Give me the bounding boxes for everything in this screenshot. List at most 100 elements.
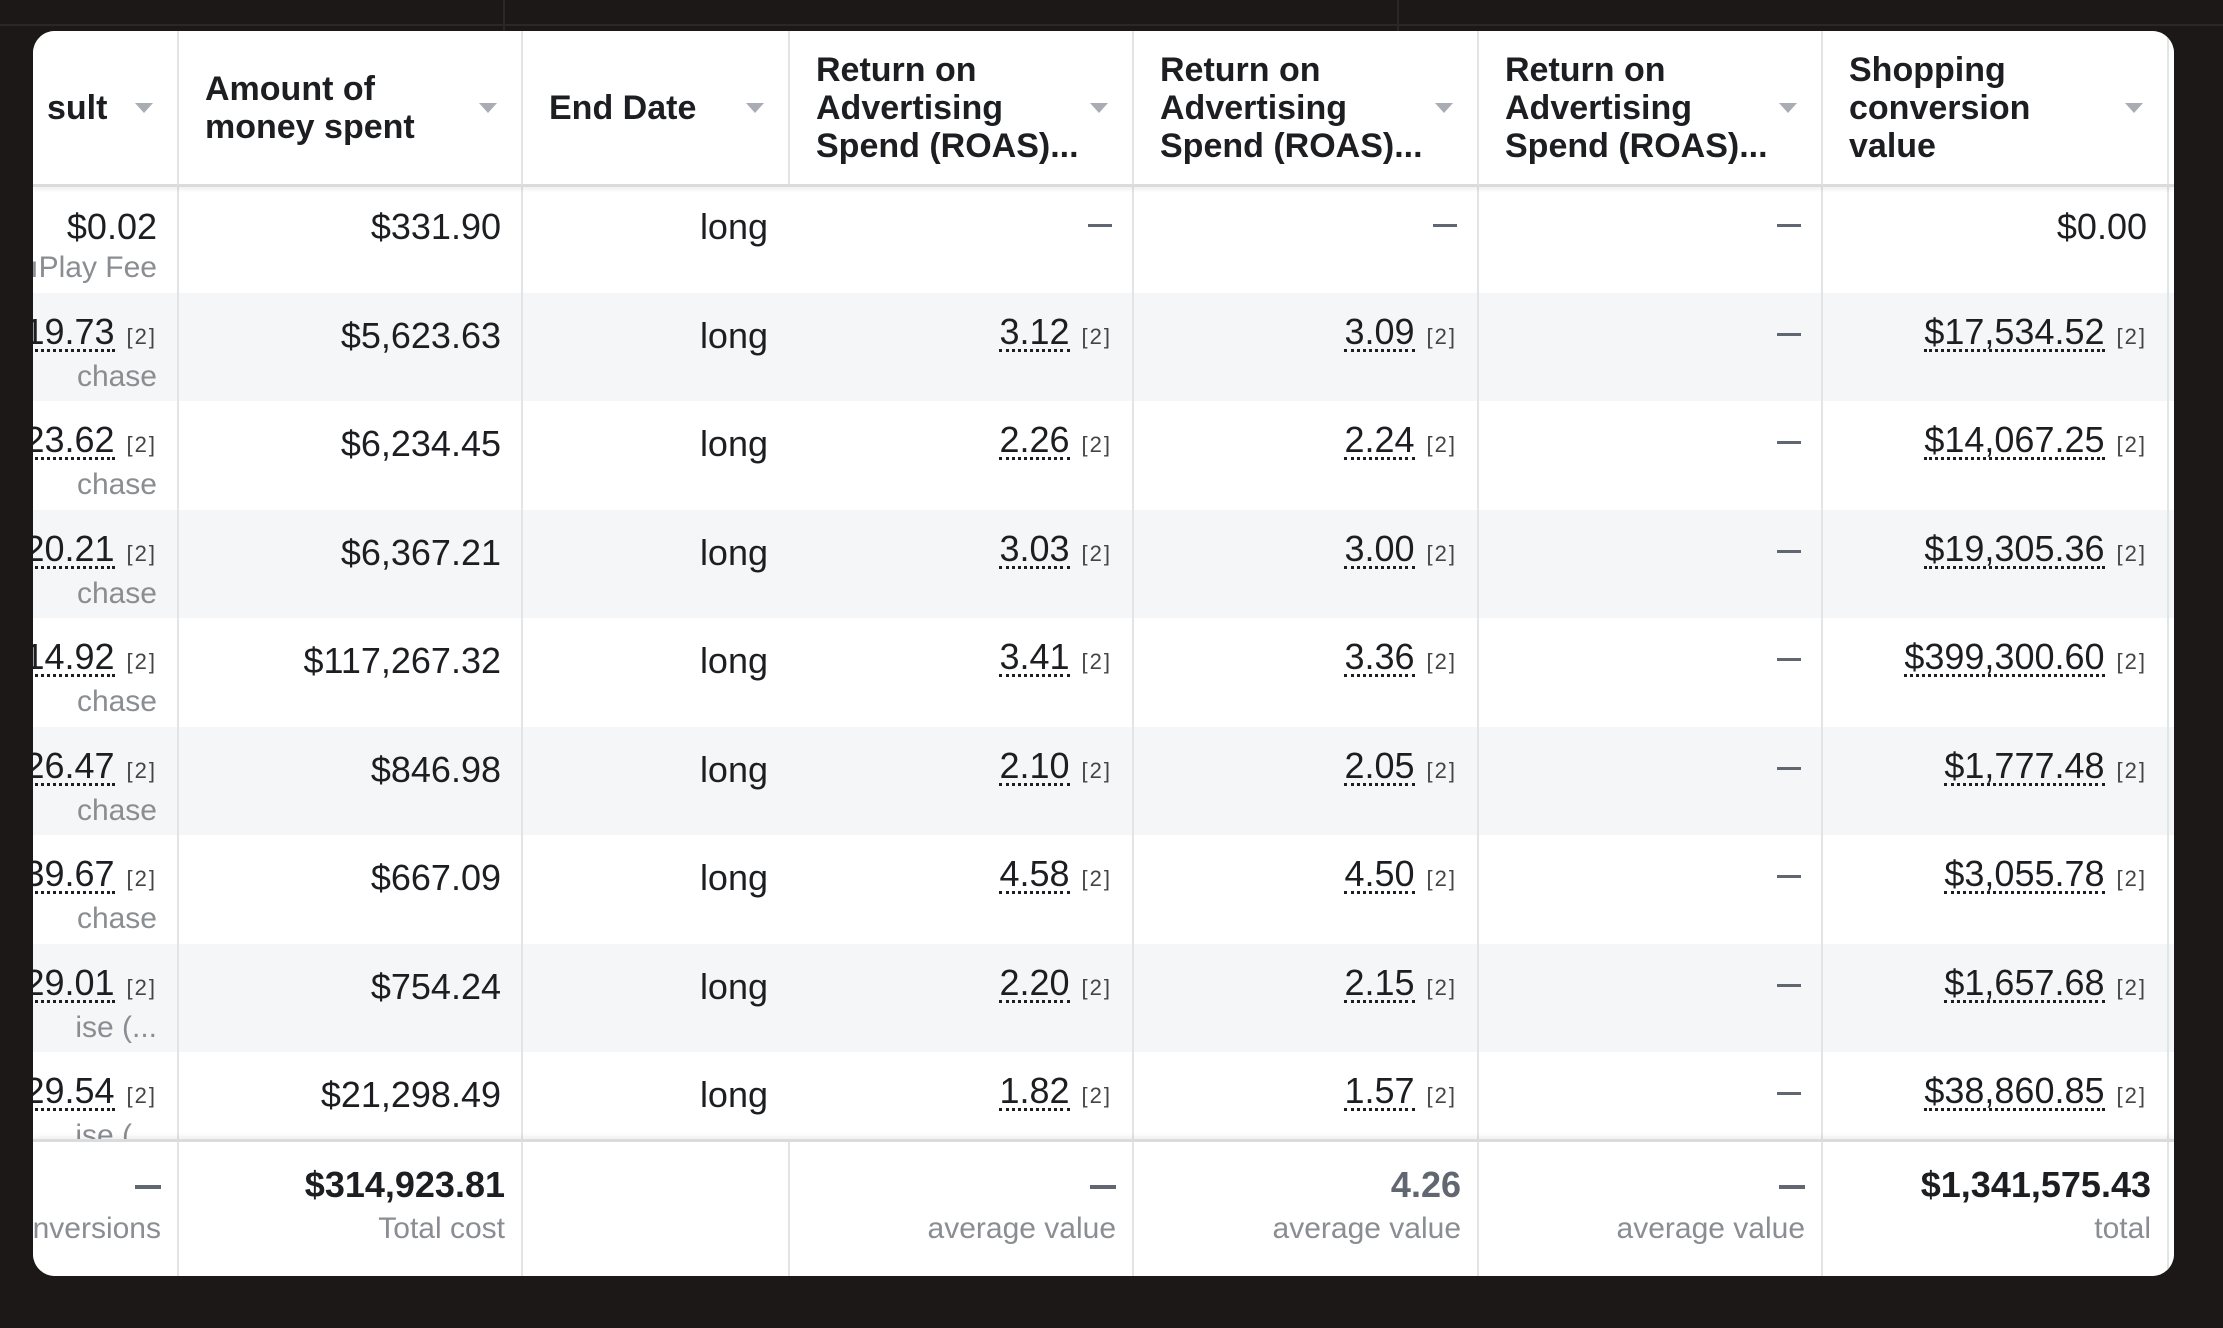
cell-value: long bbox=[700, 315, 768, 357]
value-text: long bbox=[699, 206, 768, 247]
cell-roas3 bbox=[1479, 943, 1823, 1052]
value-link[interactable]: 2.26 bbox=[999, 419, 1070, 460]
value-link[interactable]: $1,777.48 bbox=[1944, 744, 2105, 786]
column-header[interactable]: End Date bbox=[523, 31, 790, 184]
empty-dash-icon bbox=[1777, 1092, 1801, 1095]
value-text: $6,234.45 bbox=[340, 423, 501, 464]
value-text: long bbox=[699, 423, 768, 464]
value-link[interactable]: 14.92 bbox=[33, 639, 115, 677]
footnote-marker: [2] bbox=[126, 1083, 157, 1108]
value-link[interactable]: 2.24 bbox=[1344, 419, 1415, 460]
summary-value bbox=[1090, 1164, 1116, 1206]
column-header-label: Return on Advertising Spend (ROAS)... bbox=[1505, 50, 1768, 165]
table-row: 19.73 [2] chase $5,623.63 long 3.12 [2] 3.09 [2]… bbox=[33, 292, 2174, 401]
cell-value: 1.82 [2] bbox=[999, 1070, 1112, 1111]
value-link[interactable]: $19,305.36 bbox=[1924, 527, 2105, 569]
column-header[interactable]: Shopping conversion value bbox=[1823, 31, 2169, 184]
value-link[interactable]: 3.12 bbox=[999, 310, 1070, 352]
value-link[interactable]: 1.57 bbox=[1344, 1070, 1415, 1111]
cell-value: $1,657.68 [2] bbox=[1944, 961, 2147, 1003]
value-link[interactable]: $17,534.52 bbox=[1924, 310, 2105, 352]
footnote-marker: [2] bbox=[1426, 432, 1457, 457]
value-link[interactable]: 29.01 bbox=[33, 964, 115, 1003]
cell-value: long bbox=[700, 640, 768, 682]
data-table-card: sult Amount of money spent End Date Return … bbox=[33, 31, 2174, 1276]
value-link[interactable]: 23.62 bbox=[33, 422, 115, 460]
sort-caret-icon[interactable] bbox=[746, 102, 764, 113]
cell-sublabel: chase bbox=[76, 902, 157, 935]
empty-dash-icon bbox=[1088, 224, 1112, 227]
summary-label: total bbox=[2094, 1212, 2151, 1245]
footnote-marker: [2] bbox=[1426, 1083, 1457, 1108]
column-header[interactable]: sult bbox=[33, 31, 179, 184]
empty-dash-icon bbox=[1777, 983, 1801, 987]
cell-value bbox=[1777, 315, 1801, 336]
footnote-marker: [2] bbox=[2116, 540, 2147, 566]
cell-spent: $21,298.49 bbox=[179, 1052, 523, 1161]
value-text: long bbox=[699, 965, 768, 1007]
value-link[interactable]: 3.36 bbox=[1344, 636, 1415, 677]
column-header[interactable]: Return on Advertising Spend (ROAS)... bbox=[1134, 31, 1479, 184]
value-link[interactable]: 2.15 bbox=[1344, 961, 1415, 1003]
value-link[interactable]: 3.03 bbox=[999, 527, 1070, 569]
summary-value: $314,923.81 bbox=[304, 1164, 505, 1205]
value-link[interactable]: 4.58 bbox=[999, 853, 1070, 894]
cell-value: $21,298.49 bbox=[321, 1074, 501, 1116]
cell-roas2: 3.00 [2] bbox=[1134, 509, 1479, 618]
value-link[interactable]: 3.41 bbox=[999, 636, 1070, 677]
sort-caret-icon[interactable] bbox=[135, 102, 153, 113]
value-link[interactable]: 19.73 bbox=[33, 313, 115, 352]
value-link[interactable]: $38,860.85 bbox=[1924, 1070, 2105, 1111]
cell-value: $14,067.25 [2] bbox=[1924, 419, 2147, 460]
footnote-marker: [2] bbox=[1081, 974, 1112, 1000]
value-link[interactable]: 3.00 bbox=[1344, 527, 1415, 569]
value-link[interactable]: 1.82 bbox=[999, 1070, 1070, 1111]
value-link[interactable]: 20.21 bbox=[33, 530, 115, 569]
cell-roas1: 4.58 [2] bbox=[790, 835, 1134, 944]
cell-value: 26.47 [2] bbox=[33, 747, 157, 786]
sort-caret-icon[interactable] bbox=[2125, 102, 2143, 113]
cell-value: 4.50 [2] bbox=[1344, 853, 1457, 894]
cell-value: long bbox=[700, 1074, 768, 1116]
column-header[interactable]: Return on Advertising Spend (ROAS)... bbox=[1479, 31, 1823, 184]
value-link[interactable]: $3,055.78 bbox=[1944, 853, 2105, 894]
footnote-marker: [2] bbox=[126, 540, 157, 566]
value-link[interactable]: 4.50 bbox=[1344, 853, 1415, 894]
value-link[interactable]: $14,067.25 bbox=[1924, 419, 2105, 460]
summary-cell: average value bbox=[790, 1142, 1134, 1276]
value-link[interactable]: 3.09 bbox=[1344, 310, 1415, 352]
footnote-marker: [2] bbox=[2116, 757, 2147, 783]
cell-value: $1,777.48 [2] bbox=[1944, 744, 2147, 786]
table-row: 29.01 [2] ise (... $754.24 long 2.20 [2] 2.15 [2… bbox=[33, 943, 2174, 1052]
cell-result: 39.67 [2] chase bbox=[33, 835, 179, 944]
summary-value bbox=[1779, 1164, 1805, 1206]
value-link[interactable]: $1,657.68 bbox=[1944, 961, 2105, 1003]
value-link[interactable]: 2.10 bbox=[999, 744, 1070, 786]
value-link[interactable]: 2.20 bbox=[999, 961, 1070, 1003]
sort-caret-icon[interactable] bbox=[1435, 102, 1453, 113]
column-header[interactable]: Return on Advertising Spend (ROAS)... bbox=[790, 31, 1134, 184]
footnote-marker: [2] bbox=[1426, 323, 1457, 349]
sort-caret-icon[interactable] bbox=[479, 102, 497, 113]
cell-sublabel: ise (... bbox=[75, 1010, 157, 1044]
value-link[interactable]: 39.67 bbox=[33, 856, 115, 894]
cell-value: 2.05 [2] bbox=[1344, 744, 1457, 786]
cell-value: $0.00 bbox=[2057, 206, 2147, 248]
cell-value: 20.21 [2] bbox=[33, 530, 157, 569]
cell-value: $1,657.68 [2] bbox=[1823, 943, 2169, 1052]
cell-value bbox=[1777, 749, 1801, 770]
empty-dash-icon bbox=[1777, 332, 1801, 336]
column-header[interactable]: Amount of money spent bbox=[179, 31, 523, 184]
value-link[interactable]: $399,300.60 bbox=[1904, 636, 2105, 677]
value-link[interactable]: 2.05 bbox=[1344, 744, 1415, 786]
cell-value: 39.67 [2] bbox=[33, 856, 157, 894]
value-link[interactable]: 26.47 bbox=[33, 747, 115, 786]
cell-value: long bbox=[700, 857, 768, 899]
empty-dash-icon bbox=[1777, 658, 1801, 661]
sort-caret-icon[interactable] bbox=[1779, 102, 1797, 113]
footnote-marker: [2] bbox=[2116, 649, 2147, 674]
value-link[interactable]: 29.54 bbox=[33, 1073, 115, 1111]
sort-caret-icon[interactable] bbox=[1090, 102, 1108, 113]
footnote-marker: [2] bbox=[2116, 323, 2147, 349]
cell-value: 23.62 [2] bbox=[33, 422, 157, 460]
